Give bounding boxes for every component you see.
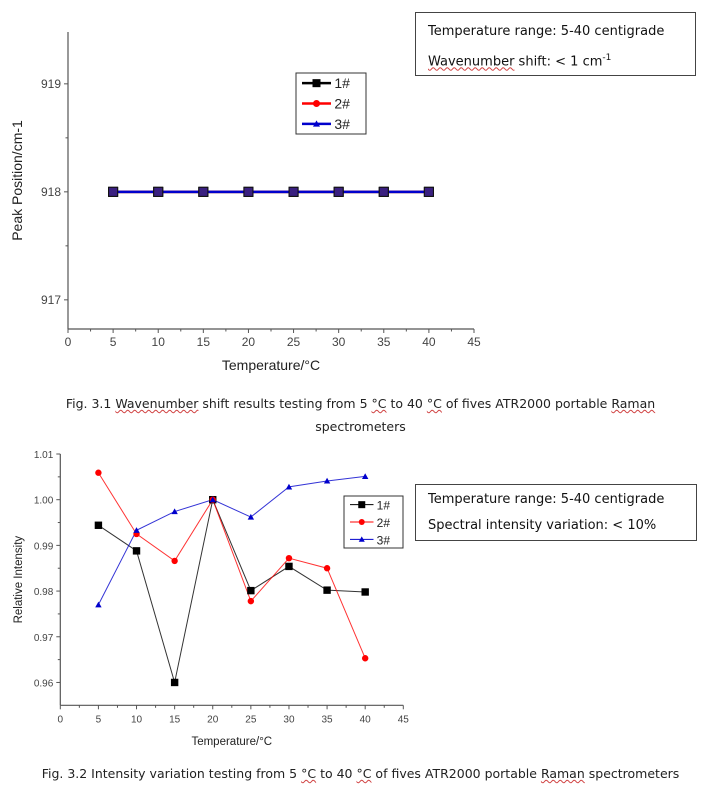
chart2-y-tick-label: 0.99	[34, 541, 54, 552]
chart2-note-line1: Temperature range: 5-40 centigrade	[428, 492, 665, 507]
chart1-x-tick-label: 25	[287, 335, 301, 349]
chart1-data-point-s3	[243, 186, 254, 197]
chart2-data-point-s3	[361, 473, 369, 479]
chart2-legend-marker-2	[358, 519, 365, 525]
chart2-y-axis-label: Relative Intensity	[13, 536, 25, 624]
figure-3-2-caption: Fig. 3.2 Intensity variation testing fro…	[41, 766, 680, 781]
chart2-legend-marker-1	[358, 501, 366, 509]
chart2-legend-label-3: 3#	[377, 533, 391, 547]
chart1-data-point-s3	[153, 186, 164, 197]
chart2-legend-marker-3	[358, 536, 365, 542]
chart2-series-line-2	[97, 472, 366, 659]
chart2-data-point-s3	[247, 513, 255, 520]
chart1-y-tick-label: 919	[41, 77, 61, 91]
chart2-data-point-s1	[323, 586, 331, 594]
chart1-y-tick-label: 918	[41, 185, 61, 199]
chart1-x-tick-label: 45	[467, 335, 481, 349]
chart2-x-tick-label: 40	[360, 714, 372, 725]
chart2-data-point-s2	[95, 469, 102, 476]
chart1-legend-marker-2	[313, 100, 320, 107]
chart2-data-point-s3	[133, 527, 140, 533]
chart2-series-line-3	[97, 475, 366, 606]
chart1-x-tick-label: 35	[377, 335, 391, 349]
chart1-x-tick-label: 40	[422, 335, 436, 349]
chart1-legend-label-2: 2#	[334, 96, 350, 112]
chart2-x-axis-label: Temperature/°C	[191, 736, 272, 748]
chart1-x-tick-label: 0	[65, 335, 72, 349]
chart2-data-point-s3	[285, 483, 293, 490]
chart2-data-point-s1	[247, 586, 255, 595]
chart2-y-tick-label: 0.98	[34, 587, 54, 598]
chart2-data-point-s3	[95, 601, 102, 608]
chart2-data-point-s1	[170, 678, 179, 687]
chart1-y-tick-label: 917	[41, 293, 61, 307]
chart2-x-tick-label: 30	[283, 714, 295, 725]
chart1-x-tick-label: 15	[197, 335, 211, 349]
chart1-x-tick-label: 5	[110, 335, 117, 349]
figure-3-1-caption: Fig. 3.1 Wavenumber shift results testin…	[65, 396, 656, 434]
chart2-x-tick-label: 20	[207, 714, 219, 725]
chart2-data-point-s3	[209, 496, 216, 503]
chart1-annotation-box: Temperature range: 5-40 centigrade Waven…	[415, 12, 696, 76]
chart2-y-tick-label: 1.00	[34, 496, 54, 507]
chart2-x-tick-label: 15	[169, 714, 181, 725]
chart1-y-axis-label: Peak Position/cm-1	[9, 120, 25, 241]
chart2-data-point-s1	[94, 521, 103, 529]
chart2-x-tick-label: 10	[131, 714, 143, 725]
chart2-data-point-s1	[285, 562, 293, 571]
chart1-x-tick-label: 20	[242, 335, 256, 349]
chart2-annotation-box: Temperature range: 5-40 centigrade Spect…	[415, 484, 697, 541]
chart2-data-point-s1	[361, 588, 369, 596]
chart1-note-line1: Temperature range: 5-40 centigrade	[428, 24, 665, 39]
chart2-y-tick-label: 1.01	[34, 450, 54, 461]
chart1-data-point-s3	[198, 186, 209, 197]
chart1-legend-label-1: 1#	[334, 75, 350, 91]
chart2-data-point-s1	[132, 547, 141, 555]
chart2-data-point-s3	[323, 477, 331, 484]
chart2-y-tick-label: 0.96	[34, 678, 54, 689]
chart1-x-tick-label: 10	[152, 335, 166, 349]
chart2-x-tick-label: 35	[322, 714, 334, 725]
chart2-legend-label-1: 1#	[377, 499, 391, 513]
chart2-legend-label-2: 2#	[377, 516, 391, 530]
chart2-x-tick-label: 45	[398, 714, 410, 725]
chart2-note-line2: Spectral intensity variation: < 10%	[428, 518, 657, 533]
chart1-data-point-s3	[108, 186, 119, 197]
chart2-x-tick-label: 0	[58, 714, 64, 725]
chart1-legend-marker-3	[313, 120, 320, 127]
chart1-x-axis-label: Temperature/°C	[222, 357, 320, 373]
chart2-data-point-s2	[247, 597, 255, 605]
chart2-data-point-s3	[171, 508, 178, 515]
chart1-x-tick-label: 30	[332, 335, 346, 349]
chart2-data-point-s2	[361, 655, 369, 662]
chart1-data-point-s3	[333, 186, 344, 197]
chart2-x-tick-label: 5	[96, 714, 102, 725]
chart2-data-point-s2	[323, 565, 331, 572]
chart1-note-line2: Wavenumber shift: < 1 cm-1	[428, 53, 612, 70]
chart1-legend-marker-1	[312, 79, 321, 88]
chart2-y-tick-label: 0.97	[34, 633, 54, 644]
chart2-x-tick-label: 25	[245, 714, 257, 725]
chart1-data-point-s3	[423, 186, 434, 197]
chart1-legend-label-3: 3#	[334, 116, 350, 132]
chart2-data-point-s2	[285, 554, 293, 562]
chart1-data-point-s3	[288, 186, 299, 197]
chart1-data-point-s3	[378, 186, 389, 197]
chart2-data-point-s2	[171, 557, 178, 565]
chart2-series-line-1	[98, 498, 366, 683]
